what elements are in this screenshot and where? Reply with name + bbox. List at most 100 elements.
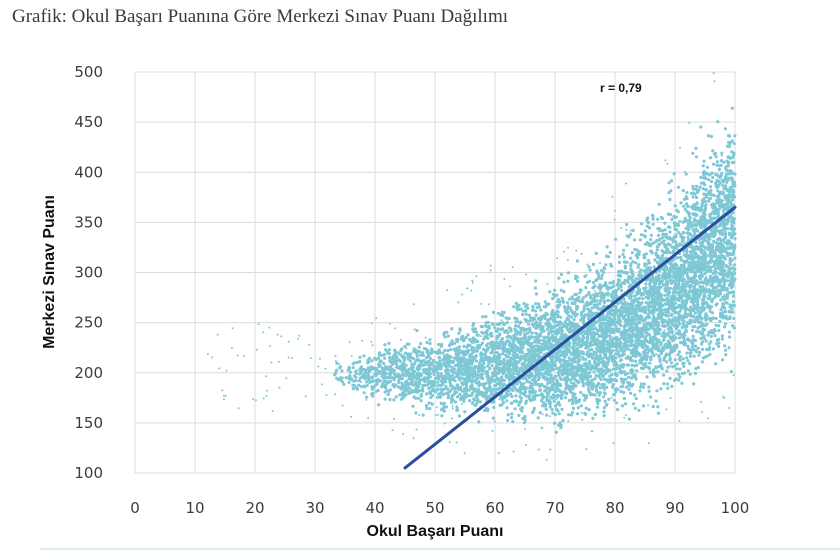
data-point xyxy=(632,317,636,321)
data-point xyxy=(509,401,513,405)
data-point xyxy=(620,289,624,293)
data-point xyxy=(614,237,618,241)
data-point xyxy=(518,401,522,405)
data-point xyxy=(681,299,685,303)
data-point xyxy=(720,159,724,163)
data-point xyxy=(462,344,466,348)
data-point xyxy=(599,377,603,382)
data-point xyxy=(475,402,479,406)
data-point xyxy=(701,187,705,191)
data-point xyxy=(652,353,656,358)
data-point xyxy=(575,279,580,283)
data-point xyxy=(637,252,641,256)
data-point xyxy=(714,172,718,176)
data-point xyxy=(681,238,685,242)
data-point xyxy=(479,372,484,376)
data-point xyxy=(598,391,602,395)
data-point xyxy=(664,235,668,239)
data-point xyxy=(698,280,703,284)
data-point xyxy=(606,346,610,350)
data-point xyxy=(432,373,436,377)
data-point xyxy=(616,387,620,391)
data-point xyxy=(411,369,415,373)
data-point xyxy=(476,339,480,344)
data-point xyxy=(695,184,699,188)
data-point xyxy=(623,372,628,377)
data-point xyxy=(492,405,496,409)
data-point xyxy=(383,390,387,394)
data-point xyxy=(645,241,649,245)
data-point xyxy=(642,382,646,386)
data-point xyxy=(731,310,735,314)
data-point xyxy=(493,351,497,355)
data-point xyxy=(727,283,732,287)
data-point xyxy=(424,362,428,366)
data-point xyxy=(354,386,359,390)
data-point xyxy=(669,361,674,365)
data-point xyxy=(415,354,419,358)
data-point xyxy=(566,279,570,283)
data-point xyxy=(600,368,604,372)
data-point xyxy=(714,323,718,327)
data-point xyxy=(677,350,682,354)
data-point xyxy=(581,300,585,304)
data-point xyxy=(467,388,471,392)
data-point xyxy=(644,282,648,286)
data-point xyxy=(600,273,604,277)
data-point xyxy=(696,365,700,370)
data-point xyxy=(627,276,631,280)
data-point xyxy=(627,417,632,421)
data-point xyxy=(519,349,524,354)
data-point xyxy=(731,266,735,270)
data-point xyxy=(718,272,722,276)
data-point xyxy=(591,416,595,420)
data-point xyxy=(517,303,521,307)
data-point xyxy=(608,250,612,255)
data-point xyxy=(715,247,719,251)
data-point xyxy=(466,351,470,355)
data-point xyxy=(697,353,701,357)
data-point xyxy=(523,334,527,338)
data-point xyxy=(676,297,680,301)
data-point xyxy=(678,367,682,371)
data-point xyxy=(615,408,620,412)
data-point xyxy=(611,367,616,371)
data-point xyxy=(523,418,527,422)
data-point xyxy=(718,284,723,288)
data-point xyxy=(603,267,607,271)
data-point xyxy=(708,173,712,177)
data-point xyxy=(553,404,558,408)
data-point xyxy=(719,163,723,167)
data-point xyxy=(583,304,587,308)
data-point xyxy=(693,311,698,315)
data-point xyxy=(617,255,622,259)
data-point xyxy=(469,366,473,370)
data-point xyxy=(358,372,362,376)
data-point xyxy=(387,341,391,345)
data-point xyxy=(662,336,667,340)
data-point xyxy=(703,208,707,212)
data-point xyxy=(714,362,718,366)
data-point xyxy=(471,324,475,328)
data-point xyxy=(589,343,594,347)
data-point xyxy=(415,328,419,333)
data-point xyxy=(514,324,518,328)
data-point xyxy=(685,351,689,355)
data-point xyxy=(733,134,737,138)
data-point xyxy=(669,348,673,352)
data-point xyxy=(548,381,552,385)
data-point xyxy=(530,331,534,335)
data-point xyxy=(514,394,518,398)
data-point xyxy=(451,360,455,365)
data-point xyxy=(600,268,604,273)
data-point xyxy=(716,289,720,293)
data-point xyxy=(648,361,652,365)
data-point xyxy=(518,332,523,336)
data-point xyxy=(674,336,678,340)
data-point xyxy=(502,358,506,362)
data-point xyxy=(592,370,596,374)
data-point xyxy=(672,334,676,338)
data-point xyxy=(604,263,608,267)
data-point xyxy=(335,368,339,372)
data-point xyxy=(363,385,367,389)
